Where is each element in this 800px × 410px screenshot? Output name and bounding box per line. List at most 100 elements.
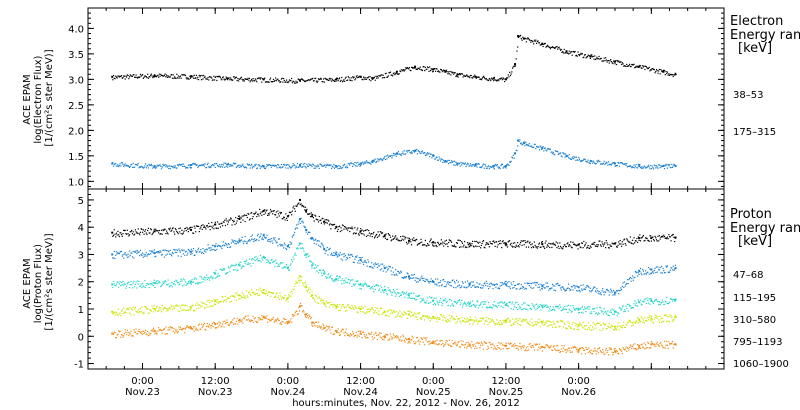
electron-scatter-dot: [493, 167, 495, 169]
proton-scatter-dot: [570, 305, 572, 307]
electron-scatter-dot: [256, 77, 259, 80]
electron-scatter-dot: [145, 167, 147, 169]
electron-scatter-dot: [631, 63, 634, 66]
proton-scatter-dot: [197, 249, 199, 251]
proton-scatter-dot: [460, 302, 462, 304]
electron-scatter-dot: [397, 151, 400, 153]
proton-scatter-dot: [122, 254, 124, 256]
electron-scatter-dot: [586, 161, 589, 163]
electron-scatter-dot: [121, 162, 123, 164]
proton-scatter-dot: [206, 224, 208, 227]
electron-scatter-dot: [393, 72, 395, 74]
proton-scatter-dot: [497, 323, 499, 325]
proton-scatter-dot: [285, 248, 288, 251]
proton-scatter-dot: [372, 309, 374, 311]
electron-scatter-dot: [205, 166, 208, 169]
proton-scatter-dot: [131, 309, 134, 311]
electron-scatter-dot: [527, 145, 530, 147]
proton-scatter-dot: [449, 239, 451, 242]
proton-scatter-dot: [124, 283, 126, 285]
electron-scatter-dot: [559, 153, 561, 155]
electron-scatter-dot: [453, 160, 456, 162]
proton-data-point: [311, 294, 314, 297]
electron-scatter-dot: [244, 166, 246, 168]
electron-scatter-dot: [258, 164, 260, 166]
proton-scatter-dot: [423, 277, 425, 280]
proton-scatter-dot: [269, 212, 271, 214]
proton-scatter-dot: [114, 257, 116, 260]
proton-scatter-dot: [116, 234, 118, 236]
proton-scatter-dot: [386, 238, 388, 241]
electron-scatter-dot: [623, 163, 626, 166]
electron-scatter-dot: [207, 162, 209, 164]
proton-scatter-dot: [585, 242, 587, 244]
proton-scatter-dot: [209, 229, 211, 231]
proton-scatter-dot: [608, 314, 610, 317]
proton-scatter-dot: [240, 267, 243, 269]
proton-scatter-dot: [302, 284, 304, 286]
proton-scatter-dot: [219, 226, 222, 228]
proton-scatter-dot: [433, 317, 435, 319]
proton-scatter-dot: [659, 303, 661, 306]
proton-scatter-dot: [447, 281, 449, 283]
proton-scatter-dot: [419, 301, 421, 303]
electron-scatter-dot: [461, 164, 463, 166]
proton-scatter-dot: [141, 306, 143, 308]
proton-scatter-dot: [245, 260, 247, 263]
proton-scatter-dot: [602, 291, 605, 293]
proton-scatter-dot: [489, 286, 491, 288]
electron-scatter-dot: [331, 78, 333, 80]
proton-scatter-dot: [231, 265, 233, 267]
proton-scatter-dot: [272, 262, 274, 264]
proton-scatter-dot: [235, 299, 237, 301]
proton-scatter-dot: [256, 235, 259, 237]
proton-scatter-dot: [128, 308, 130, 311]
electron-data-point: [523, 142, 526, 145]
proton-scatter-dot: [340, 279, 342, 282]
electron-scatter-dot: [494, 163, 496, 166]
electron-scatter-dot: [539, 44, 541, 46]
proton-scatter-dot: [273, 239, 275, 241]
electron-scatter-dot: [240, 166, 242, 168]
proton-scatter-dot: [341, 304, 344, 306]
proton-scatter-dot: [657, 266, 659, 268]
proton-scatter-dot: [493, 284, 496, 286]
proton-scatter-dot: [272, 237, 275, 239]
proton-scatter-dot: [517, 283, 520, 285]
electron-scatter-dot: [280, 163, 283, 166]
proton-scatter-dot: [636, 271, 638, 273]
electron-scatter-dot: [610, 163, 612, 165]
electron-scatter-dot: [480, 78, 482, 80]
electron-scatter-dot: [156, 75, 158, 77]
proton-scatter-dot: [416, 295, 418, 297]
proton-data-point: [335, 253, 338, 256]
proton-scatter-dot: [347, 227, 349, 229]
electron-scatter-dot: [191, 76, 193, 78]
proton-scatter-dot: [260, 211, 262, 213]
proton-scatter-dot: [470, 286, 472, 288]
proton-scatter-dot: [217, 227, 219, 229]
electron-scatter-dot: [604, 60, 606, 62]
electron-scatter-dot: [333, 80, 336, 83]
proton-scatter-dot: [237, 242, 239, 244]
proton-scatter-dot: [602, 311, 604, 313]
electron-scatter-dot: [423, 152, 425, 154]
proton-scatter-dot: [262, 210, 264, 212]
electron-scatter-dot: [348, 163, 350, 165]
electron-scatter-dot: [217, 76, 219, 78]
proton-data-point: [189, 280, 192, 283]
proton-scatter-dot: [458, 239, 460, 241]
proton-scatter-dot: [518, 246, 520, 248]
proton-scatter-dot: [276, 292, 278, 294]
proton-scatter-dot: [499, 301, 501, 303]
proton-scatter-dot: [479, 304, 481, 306]
electron-scatter-dot: [120, 75, 123, 77]
proton-scatter-dot: [384, 285, 386, 288]
proton-scatter-dot: [253, 213, 256, 215]
proton-scatter-dot: [512, 318, 514, 320]
proton-scatter-dot: [507, 285, 509, 288]
proton-scatter-dot: [454, 282, 456, 284]
proton-scatter-dot: [165, 232, 167, 235]
electron-scatter-dot: [660, 165, 662, 167]
proton-scatter-dot: [270, 237, 272, 240]
